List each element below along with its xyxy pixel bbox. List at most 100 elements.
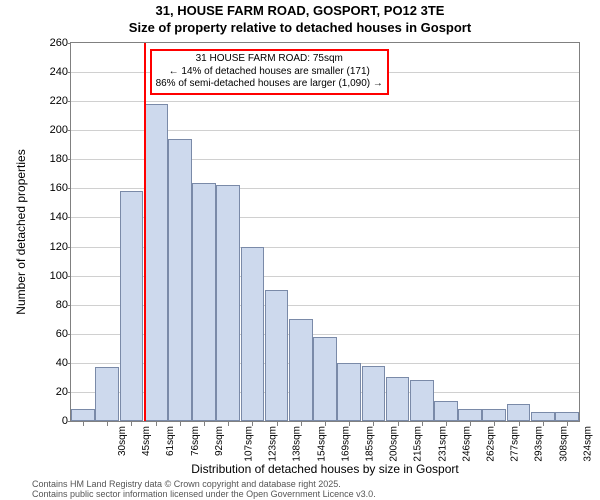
- chart-container: 31, HOUSE FARM ROAD, GOSPORT, PO12 3TE S…: [0, 0, 600, 500]
- histogram-bar: [482, 409, 506, 421]
- x-tick-label: 277sqm: [510, 426, 521, 462]
- x-tick-label: 30sqm: [117, 426, 128, 456]
- x-tick-label: 246sqm: [461, 426, 472, 462]
- histogram-bar: [120, 191, 144, 421]
- y-tick-mark: [66, 247, 70, 248]
- x-tick-mark: [131, 422, 132, 426]
- x-tick-label: 262sqm: [486, 426, 497, 462]
- histogram-bar: [168, 139, 192, 421]
- x-tick-mark: [228, 422, 229, 426]
- y-tick-mark: [66, 363, 70, 364]
- y-tick-mark: [66, 392, 70, 393]
- histogram-bar: [410, 380, 434, 421]
- histogram-bar: [265, 290, 289, 421]
- y-tick-label: 180: [40, 153, 68, 165]
- x-tick-mark: [349, 422, 350, 426]
- y-axis-label: Number of detached properties: [14, 149, 28, 314]
- y-tick-label: 220: [40, 95, 68, 107]
- x-tick-label: 138sqm: [292, 426, 303, 462]
- x-tick-label: 293sqm: [534, 426, 545, 462]
- y-tick-mark: [66, 188, 70, 189]
- histogram-bar: [434, 401, 458, 421]
- y-tick-mark: [66, 217, 70, 218]
- annotation-line-3: 86% of semi-detached houses are larger (…: [156, 78, 383, 91]
- histogram-bar: [192, 183, 216, 421]
- chart-title: 31, HOUSE FARM ROAD, GOSPORT, PO12 3TE: [0, 3, 600, 18]
- x-tick-label: 76sqm: [190, 426, 201, 456]
- y-tick-label: 240: [40, 66, 68, 78]
- x-tick-mark: [519, 422, 520, 426]
- histogram-bar: [313, 337, 337, 421]
- x-tick-mark: [325, 422, 326, 426]
- y-tick-label: 0: [40, 415, 68, 427]
- marker-line: [144, 43, 146, 421]
- histogram-bar: [531, 412, 555, 421]
- x-tick-label: 231sqm: [437, 426, 448, 462]
- x-tick-label: 92sqm: [214, 426, 225, 456]
- annotation-line-1: 31 HOUSE FARM ROAD: 75sqm: [156, 53, 383, 66]
- x-tick-label: 107sqm: [244, 426, 255, 462]
- y-tick-label: 60: [40, 328, 68, 340]
- x-tick-label: 200sqm: [389, 426, 400, 462]
- histogram-bar: [289, 319, 313, 421]
- y-tick-label: 20: [40, 386, 68, 398]
- y-tick-mark: [66, 421, 70, 422]
- y-tick-label: 80: [40, 299, 68, 311]
- y-tick-mark: [66, 159, 70, 160]
- gridline: [71, 101, 579, 102]
- x-tick-mark: [494, 422, 495, 426]
- x-tick-label: 169sqm: [340, 426, 351, 462]
- x-tick-label: 45sqm: [141, 426, 152, 456]
- x-tick-mark: [301, 422, 302, 426]
- x-tick-mark: [156, 422, 157, 426]
- y-tick-label: 100: [40, 270, 68, 282]
- y-tick-mark: [66, 43, 70, 44]
- x-tick-mark: [252, 422, 253, 426]
- x-tick-mark: [567, 422, 568, 426]
- y-tick-mark: [66, 305, 70, 306]
- chart-subtitle: Size of property relative to detached ho…: [0, 20, 600, 35]
- x-tick-label: 308sqm: [558, 426, 569, 462]
- x-tick-mark: [470, 422, 471, 426]
- histogram-bar: [241, 247, 265, 421]
- y-tick-mark: [66, 101, 70, 102]
- x-tick-mark: [398, 422, 399, 426]
- histogram-bar: [71, 409, 95, 421]
- annotation-box: 31 HOUSE FARM ROAD: 75sqm← 14% of detach…: [150, 49, 389, 95]
- y-tick-label: 200: [40, 124, 68, 136]
- y-tick-label: 160: [40, 182, 68, 194]
- x-tick-mark: [83, 422, 84, 426]
- caption-line-2: Contains public sector information licen…: [32, 490, 376, 500]
- annotation-line-2: ← 14% of detached houses are smaller (17…: [156, 66, 383, 79]
- y-tick-label: 120: [40, 241, 68, 253]
- x-tick-mark: [277, 422, 278, 426]
- histogram-bar: [386, 377, 410, 421]
- histogram-bar: [362, 366, 386, 421]
- x-tick-mark: [107, 422, 108, 426]
- y-tick-mark: [66, 334, 70, 335]
- histogram-bar: [216, 185, 240, 421]
- x-tick-mark: [204, 422, 205, 426]
- x-tick-mark: [373, 422, 374, 426]
- x-tick-mark: [446, 422, 447, 426]
- histogram-bar: [95, 367, 119, 421]
- x-tick-label: 324sqm: [582, 426, 593, 462]
- histogram-bar: [144, 104, 168, 421]
- y-tick-mark: [66, 276, 70, 277]
- x-tick-mark: [543, 422, 544, 426]
- histogram-bar: [507, 404, 531, 421]
- y-tick-mark: [66, 72, 70, 73]
- y-tick-label: 140: [40, 211, 68, 223]
- attribution-caption: Contains HM Land Registry data © Crown c…: [32, 480, 376, 500]
- histogram-bar: [337, 363, 361, 421]
- y-tick-label: 260: [40, 37, 68, 49]
- histogram-bar: [458, 409, 482, 421]
- x-tick-label: 154sqm: [316, 426, 327, 462]
- x-tick-label: 215sqm: [413, 426, 424, 462]
- histogram-bar: [555, 412, 579, 421]
- x-tick-mark: [422, 422, 423, 426]
- x-axis-label: Distribution of detached houses by size …: [70, 462, 580, 476]
- x-tick-label: 61sqm: [165, 426, 176, 456]
- plot-area: 31 HOUSE FARM ROAD: 75sqm← 14% of detach…: [70, 42, 580, 422]
- x-tick-mark: [180, 422, 181, 426]
